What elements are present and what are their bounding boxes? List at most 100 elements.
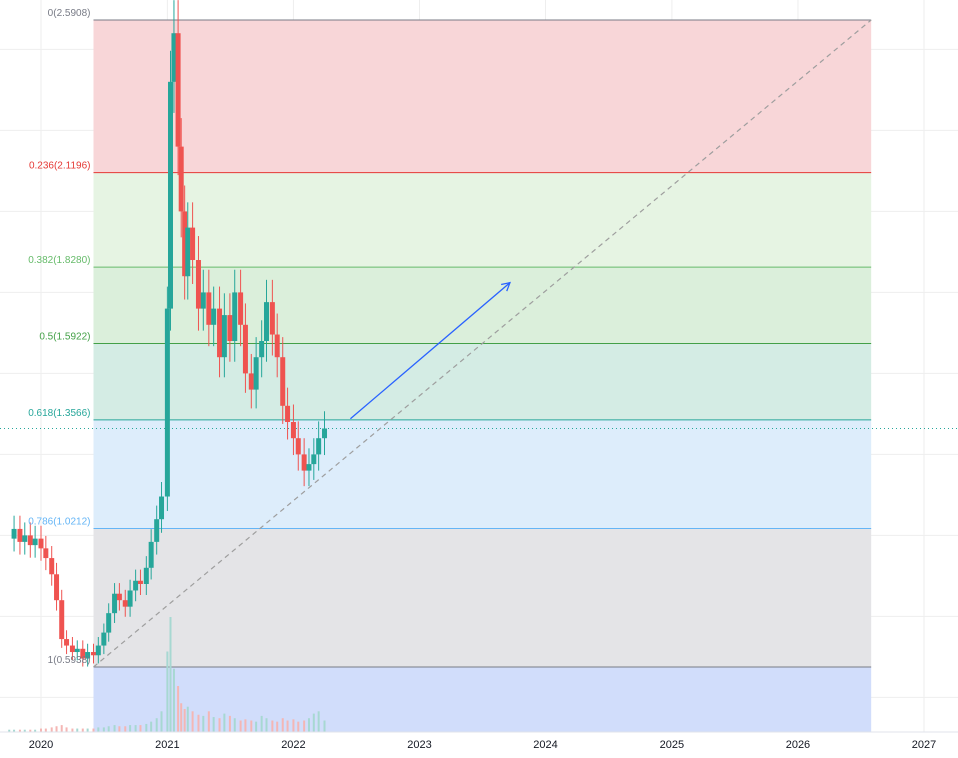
volume-bar (244, 719, 247, 732)
candle-body (59, 600, 65, 640)
candle-body (64, 639, 70, 646)
diagonal-trend-line[interactable] (93, 19, 872, 668)
candle-body (164, 308, 170, 497)
volume-bar (13, 729, 16, 732)
volume-bar (169, 617, 172, 732)
volume-bar (160, 711, 163, 732)
fib-label-0.618: 0.618(1.3566) (28, 408, 90, 419)
candle-body (74, 648, 80, 653)
candle-body (190, 227, 196, 261)
volume-bar (40, 728, 42, 732)
volume-bar (191, 711, 194, 732)
candle-body (206, 292, 212, 325)
candle-body (290, 422, 296, 439)
candle-body (175, 33, 181, 147)
candle-body (32, 538, 38, 546)
candle-body (38, 538, 44, 549)
volume-bar (139, 725, 142, 732)
volume-bar (233, 718, 236, 732)
candle-body (143, 567, 149, 584)
candle-body (316, 438, 322, 455)
candle-body (95, 645, 101, 656)
candle-body (101, 632, 107, 646)
candle-body (22, 535, 28, 542)
volume-bar (180, 703, 183, 732)
volume-bar (323, 720, 326, 732)
volume-bar (76, 728, 79, 732)
volume-bar (303, 720, 306, 732)
x-tick-label: 2020 (29, 739, 53, 751)
fib-label-1: 1(0.5938) (48, 655, 91, 666)
volume-bar (250, 720, 253, 732)
candle-body (171, 33, 177, 82)
arrow-line[interactable] (349, 282, 511, 420)
volume-bar (212, 717, 215, 732)
fib-trend-line[interactable] (93, 19, 872, 668)
x-tick-label: 2026 (786, 739, 810, 751)
candle-body (17, 528, 23, 542)
volume-bar (166, 651, 169, 732)
candle-body (285, 405, 291, 423)
volume-bar (34, 729, 37, 732)
fib-level-labels: 0(2.5908) 0.236(2.1196) 0.382(1.8280) 0.5(1… (28, 8, 90, 666)
x-tick-label: 2024 (533, 739, 557, 751)
candle-body (238, 292, 244, 325)
candle-body (311, 454, 317, 465)
volume-bar (60, 725, 63, 732)
candle-body (116, 593, 122, 601)
candle-body (11, 528, 17, 539)
candle-body (253, 357, 259, 390)
price-candles (11, 0, 328, 667)
arrow-head[interactable] (501, 281, 511, 292)
candle-body (127, 590, 133, 607)
candle-body (322, 428, 328, 439)
candle-body (295, 438, 301, 455)
candle-body (211, 308, 217, 325)
volume-bar (197, 714, 200, 732)
volume-bar (172, 668, 175, 732)
volume-bar (228, 715, 231, 732)
candle-body (306, 464, 312, 471)
candle-body (280, 357, 286, 406)
volume-bar (207, 711, 210, 732)
fib-zone-0.786 (93, 528, 872, 667)
volume-bar (297, 721, 300, 732)
fib-zone-0.618 (93, 419, 872, 529)
candle-body (242, 324, 248, 374)
fib-label-0.236: 0.236(2.1196) (29, 161, 91, 172)
volume-bar (255, 721, 258, 732)
candle-body (248, 373, 254, 390)
volume-bar (97, 727, 100, 732)
candle-body (159, 496, 165, 520)
volume-bar (44, 728, 47, 732)
candle-body (27, 535, 33, 546)
candle-body (178, 146, 184, 212)
fib-zones (93, 20, 872, 732)
candle-body (154, 519, 160, 542)
volume-bar (218, 718, 221, 732)
candle-body (49, 558, 55, 575)
volume-bar (107, 726, 110, 732)
volume-bar (55, 726, 58, 732)
fib-zone-0.236 (93, 172, 872, 268)
candle-body (182, 211, 188, 277)
candle-body (227, 315, 233, 342)
x-tick-label: 2027 (912, 739, 936, 751)
candle-body (259, 341, 265, 358)
volume-bar (50, 727, 53, 732)
volume-bar (286, 720, 289, 732)
volume-bar (177, 686, 180, 732)
trend-arrow[interactable] (349, 281, 511, 420)
x-tick-label: 2023 (407, 739, 431, 751)
volume-bar (145, 723, 148, 732)
volume-bar (271, 720, 274, 732)
x-tick-label: 2021 (155, 739, 179, 751)
fib-label-0.5: 0.5(1.5922) (39, 332, 90, 343)
fib-zone-1 (93, 667, 872, 732)
candle-body (85, 652, 91, 659)
candle-body (274, 334, 280, 358)
candle-body (106, 613, 112, 633)
volume-bar (8, 729, 11, 732)
volume-bar (18, 729, 21, 732)
candle-body (301, 454, 307, 471)
